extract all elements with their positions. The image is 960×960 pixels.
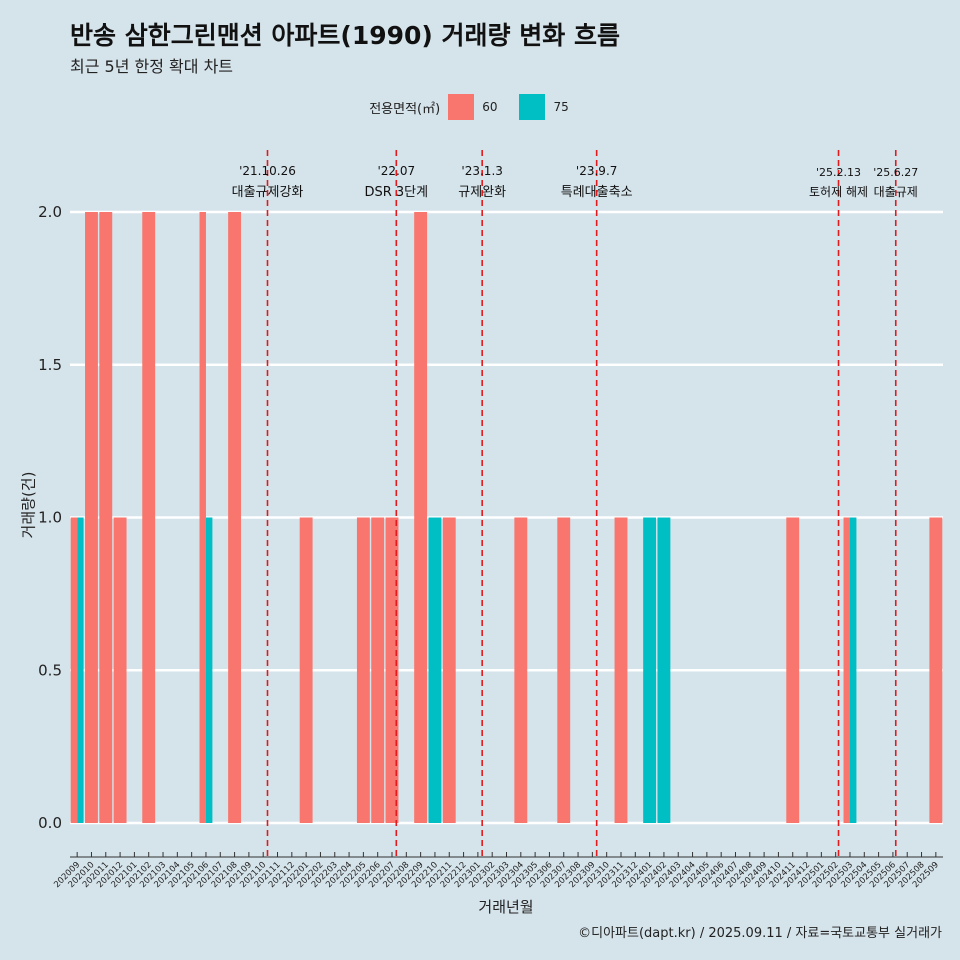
bar-75 — [849, 517, 857, 823]
bar-60 — [85, 212, 98, 823]
y-tick-label: 1.0 — [38, 509, 62, 527]
bar-75 — [77, 517, 84, 823]
bar-60 — [442, 517, 456, 823]
event-date: '22.07 — [377, 164, 415, 178]
legend-title: 전용면적(㎡) — [369, 101, 441, 117]
bar-75 — [657, 517, 671, 823]
bar-60 — [385, 517, 399, 823]
legend-label-60: 60 — [482, 100, 498, 114]
event-label: 규제완화 — [458, 185, 506, 200]
bar-60 — [557, 517, 571, 823]
bar-60 — [70, 517, 78, 823]
legend-swatch-75 — [519, 94, 546, 120]
bar-60 — [356, 517, 370, 823]
bar-60 — [786, 517, 800, 823]
bar-60 — [614, 517, 628, 823]
event-date: '25.2.13 — [816, 166, 861, 179]
event-label: 대출규제강화 — [232, 185, 304, 200]
bar-60 — [843, 517, 850, 823]
x-axis-label: 거래년월 — [478, 898, 534, 916]
bar-60 — [228, 212, 242, 823]
event-label: 특례대출축소 — [561, 185, 633, 200]
bar-60 — [929, 517, 943, 823]
legend: 전용면적(㎡) 60 75 — [0, 94, 960, 120]
y-tick-label: 2.0 — [38, 203, 62, 221]
event-label: DSR 3단계 — [364, 185, 428, 200]
bar-60 — [99, 212, 113, 823]
y-tick-label: 0.5 — [38, 661, 62, 679]
bar-60 — [371, 517, 385, 823]
bar-60 — [414, 212, 428, 823]
event-label: 토허제 해제 — [809, 185, 868, 199]
y-tick-label: 0.0 — [38, 814, 62, 832]
event-label: 대출규제 — [874, 185, 918, 199]
bar-60 — [113, 517, 127, 823]
bar-75 — [428, 517, 442, 823]
event-date: '21.10.26 — [239, 164, 296, 178]
caption: ©디아파트(dapt.kr) / 2025.09.11 / 자료=국토교통부 실… — [578, 926, 942, 941]
event-date: '23.1.3 — [461, 164, 502, 178]
bar-75 — [205, 517, 213, 823]
y-tick-label: 1.5 — [38, 356, 62, 374]
bar-60 — [199, 212, 206, 823]
legend-label-75: 75 — [553, 100, 569, 114]
chart-title: 반송 삼한그린맨션 아파트(1990) 거래량 변화 흐름 — [70, 21, 620, 50]
event-date: '25.6.27 — [873, 166, 918, 179]
legend-swatch-60 — [448, 94, 475, 120]
bar-60 — [299, 517, 313, 823]
bar-60 — [142, 212, 156, 823]
event-date: '23.9.7 — [576, 164, 617, 178]
bar-60 — [514, 517, 528, 823]
bar-75 — [643, 517, 657, 823]
y-axis-label: 거래량(건) — [19, 471, 38, 539]
chart-subtitle: 최근 5년 한정 확대 차트 — [70, 57, 234, 76]
